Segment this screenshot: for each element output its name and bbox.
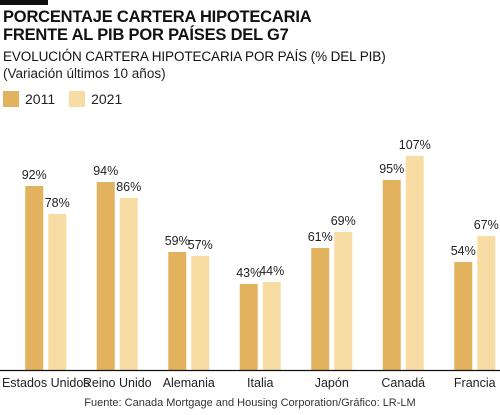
x-tick-label-japón: Japón	[315, 376, 349, 390]
bar-reino-unido-2021	[119, 198, 138, 370]
x-tick-label-reino-unido: Reino Unido	[83, 376, 152, 390]
data-label-alemania-2011: 59%	[165, 234, 190, 248]
legend-swatch-2021	[69, 91, 86, 107]
source-note: Fuente: Canada Mortgage and Housing Corp…	[84, 397, 416, 409]
data-label-canadá-2021: 107%	[399, 138, 431, 152]
bar-reino-unido-2011	[96, 182, 115, 370]
bar-alemania-2021	[191, 256, 210, 370]
bar-canadá-2011	[382, 180, 401, 370]
data-label-reino-unido-2011: 94%	[93, 164, 118, 178]
bar-japón-2011	[311, 248, 330, 370]
x-tick-label-italia: Italia	[247, 376, 273, 390]
data-label-estados-unidos-2011: 92%	[22, 168, 47, 182]
chart-title-line-2: FRENTE AL PIB POR PAÍSES DEL G7	[3, 26, 289, 44]
x-tick-label-francia: Francia	[454, 376, 496, 390]
data-label-italia-2011: 43%	[236, 266, 261, 280]
data-label-alemania-2021: 57%	[188, 238, 213, 252]
bar-italia-2011	[239, 284, 258, 370]
bar-francia-2011	[454, 262, 473, 370]
data-label-francia-2021: 67%	[474, 218, 499, 232]
chart-title: PORCENTAJE CARTERA HIPOTECARIA FRENTE AL…	[3, 8, 493, 44]
bar-japón-2021	[334, 232, 353, 370]
bar-francia-2021	[477, 236, 496, 370]
bar-italia-2021	[262, 282, 281, 370]
data-label-japón-2021: 69%	[331, 214, 356, 228]
legend-item-2011: 2011	[3, 91, 55, 107]
bar-canadá-2021	[405, 156, 424, 370]
data-label-reino-unido-2021: 86%	[116, 180, 141, 194]
bar-estados-unidos-2011	[25, 186, 44, 370]
data-label-italia-2021: 44%	[259, 264, 284, 278]
chart-note: (Variación últimos 10 años)	[3, 66, 166, 81]
top-accent-bar	[0, 0, 48, 5]
x-tick-label-estados-unidos: Estados Unidos	[2, 376, 90, 390]
data-label-estados-unidos-2021: 78%	[45, 196, 70, 210]
legend-swatch-2011	[3, 91, 19, 107]
bar-estados-unidos-2021	[48, 214, 67, 370]
data-label-canadá-2011: 95%	[379, 162, 404, 176]
x-tick-label-alemania: Alemania	[163, 376, 215, 390]
legend: 2011 2021	[3, 88, 136, 110]
data-label-japón-2011: 61%	[308, 230, 333, 244]
legend-label-2021: 2021	[91, 91, 123, 107]
legend-item-2021: 2021	[69, 91, 122, 107]
legend-label-2011: 2011	[25, 91, 56, 107]
bar-alemania-2011	[168, 252, 187, 370]
data-label-francia-2011: 54%	[451, 244, 476, 258]
x-tick-label-canadá: Canadá	[381, 376, 425, 390]
chart-title-line-1: PORCENTAJE CARTERA HIPOTECARIA	[3, 8, 312, 26]
chart-subtitle: EVOLUCIÓN CARTERA HIPOTECARIA POR PAÍS (…	[3, 49, 386, 64]
